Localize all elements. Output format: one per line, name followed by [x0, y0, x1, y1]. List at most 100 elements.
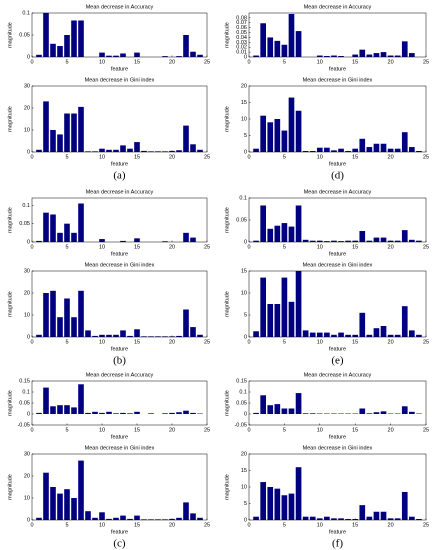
- chart-title: Mean decrease in Gini index: [303, 77, 373, 83]
- bar: [302, 239, 309, 242]
- y-tick-label: 30: [24, 451, 30, 457]
- bar: [113, 517, 119, 520]
- bar: [338, 518, 344, 520]
- bar: [295, 393, 302, 414]
- bar: [309, 240, 316, 242]
- bar: [373, 143, 380, 152]
- y-tick-label: 0.05: [19, 32, 30, 38]
- bar: [169, 412, 175, 414]
- bar: [295, 271, 302, 337]
- bar: [190, 144, 196, 152]
- bar: [401, 491, 408, 520]
- bar: [316, 147, 323, 152]
- bar: [366, 516, 373, 520]
- bar: [394, 148, 401, 152]
- bar: [394, 240, 401, 242]
- bar: [331, 150, 337, 152]
- bar: [253, 240, 259, 242]
- bar: [57, 317, 63, 337]
- bar: [253, 148, 259, 152]
- bar: [78, 290, 84, 337]
- bar: [281, 223, 288, 242]
- x-tick-label: 0: [30, 339, 33, 345]
- bar: [295, 467, 302, 520]
- bar: [127, 335, 133, 337]
- x-tick-label: 15: [352, 427, 358, 433]
- bar: [71, 113, 77, 152]
- bar: [373, 511, 380, 520]
- bar: [183, 232, 189, 242]
- bar: [260, 395, 266, 414]
- chart-title: Mean decrease in Accuracy: [86, 4, 154, 10]
- y-tick-label: 20: [241, 83, 247, 89]
- x-tick-label: 20: [169, 427, 175, 433]
- bar: [50, 43, 56, 57]
- bar: [359, 138, 366, 152]
- x-tick-label: 10: [99, 244, 105, 250]
- bar: [183, 502, 189, 520]
- x-tick-label: 10: [99, 339, 105, 345]
- x-axis-label: feature: [329, 251, 346, 257]
- x-tick-label: 10: [99, 427, 105, 433]
- bar: [64, 298, 70, 337]
- bar: [345, 334, 351, 337]
- bar: [380, 511, 387, 520]
- y-tick-label: 0.1: [22, 10, 30, 16]
- y-tick-label: 0: [27, 239, 30, 245]
- plot-frame: [31, 270, 208, 338]
- bar: [401, 406, 408, 414]
- chart-title: Mean decrease in Gini index: [85, 77, 155, 83]
- x-tick-label: 25: [423, 59, 429, 65]
- bar: [43, 387, 49, 414]
- x-axis-label: feature: [111, 161, 128, 167]
- bar: [409, 239, 415, 242]
- bar: [302, 516, 309, 520]
- y-tick-label: 0.07: [236, 20, 247, 26]
- bar: [352, 148, 359, 152]
- bar: [141, 336, 147, 337]
- bar: [288, 97, 295, 152]
- x-tick-label: 10: [99, 522, 105, 528]
- x-tick-label: 0: [247, 522, 250, 528]
- x-tick-label: 0: [30, 244, 33, 250]
- bar: [409, 147, 415, 152]
- bar: [43, 293, 49, 337]
- x-axis-label: feature: [111, 529, 128, 535]
- bar: [36, 149, 42, 152]
- bar: [57, 493, 63, 520]
- bar: [127, 518, 133, 520]
- bar: [50, 214, 56, 242]
- bar: [380, 326, 387, 337]
- x-axis-label: feature: [111, 434, 128, 440]
- x-tick-label: 20: [388, 339, 394, 345]
- bar: [309, 151, 316, 152]
- bar: [380, 237, 387, 242]
- y-tick-label: 0.15: [236, 378, 247, 384]
- x-tick-label: 0: [30, 154, 33, 160]
- y-tick-label: 0.02: [236, 45, 247, 51]
- plot-frame: [248, 380, 427, 426]
- y-axis-label: magnitude: [7, 106, 13, 132]
- bar: [134, 329, 140, 337]
- bar: [253, 516, 259, 520]
- x-tick-label: 20: [169, 59, 175, 65]
- bar: [134, 515, 140, 520]
- x-tick-label: 0: [30, 59, 33, 65]
- bar: [99, 52, 105, 57]
- x-tick-label: 5: [283, 244, 286, 250]
- y-tick-label: 0: [27, 149, 30, 155]
- bar: [260, 23, 266, 57]
- bar: [113, 413, 119, 414]
- bar: [295, 110, 302, 152]
- x-tick-label: 10: [317, 339, 323, 345]
- bar: [71, 407, 77, 414]
- y-tick-label: 0.05: [236, 217, 247, 223]
- x-tick-label: 5: [283, 59, 286, 65]
- bar: [267, 122, 274, 152]
- x-tick-label: 5: [283, 427, 286, 433]
- x-tick-label: 0: [30, 427, 33, 433]
- bar: [401, 306, 408, 337]
- y-tick-label: 15: [241, 468, 247, 474]
